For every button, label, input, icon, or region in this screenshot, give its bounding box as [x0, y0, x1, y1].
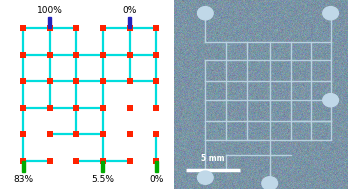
Ellipse shape: [323, 7, 339, 20]
Text: 0%: 0%: [122, 6, 137, 15]
Ellipse shape: [197, 171, 213, 184]
Text: 5 mm: 5 mm: [201, 153, 225, 163]
Bar: [155, 161, 158, 172]
Ellipse shape: [323, 94, 339, 107]
Bar: [102, 161, 104, 172]
Ellipse shape: [262, 177, 277, 189]
Text: 100%: 100%: [37, 6, 63, 15]
Text: 83%: 83%: [13, 175, 33, 184]
Bar: [48, 17, 51, 28]
Bar: [22, 161, 24, 172]
Text: 0%: 0%: [149, 175, 163, 184]
Ellipse shape: [197, 7, 213, 20]
Bar: [128, 17, 131, 28]
Text: 5.5%: 5.5%: [92, 175, 114, 184]
